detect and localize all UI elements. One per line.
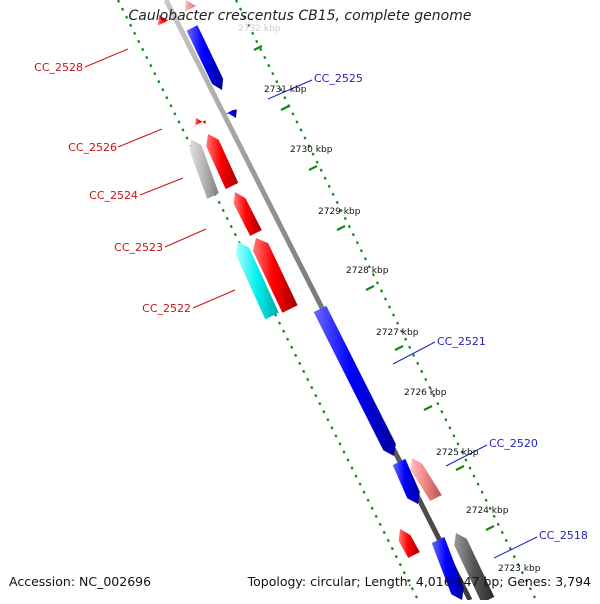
ruler-label: 2723 kbp <box>498 564 541 574</box>
leader-line <box>392 341 436 365</box>
gene-label-cc-2524[interactable]: CC_2524 <box>89 189 138 202</box>
ruler-tick <box>253 45 263 51</box>
accession-text: Accession: NC_002696 <box>9 574 152 589</box>
ruler-tick <box>394 345 404 351</box>
gene-label-cc-2528[interactable]: CC_2528 <box>34 61 83 74</box>
map-title: Caulobacter crescentus CB15, complete ge… <box>128 8 472 24</box>
gene-label-cc-2525[interactable]: CC_2525 <box>314 72 363 85</box>
feature-red-lower <box>398 529 420 558</box>
ruler-tick <box>280 105 290 111</box>
genome-backbone <box>163 0 473 602</box>
ruler-ticks <box>253 45 495 531</box>
ruler-label: 2732 kbp <box>238 24 281 34</box>
feature-cc-2522-b <box>235 242 279 320</box>
feature-cc-2524 <box>189 139 219 199</box>
ruler-label: 2727 kbp <box>376 328 419 338</box>
ruler-label: 2730 kbp <box>290 145 333 155</box>
label-leader-lines <box>84 48 538 559</box>
gene-label-cc-2526[interactable]: CC_2526 <box>68 141 117 154</box>
ruler-label: 2729 kbp <box>318 207 361 217</box>
gene-label-cc-2520[interactable]: CC_2520 <box>489 437 538 450</box>
feature-cc-2523 <box>233 192 262 236</box>
gene-label-cc-2518[interactable]: CC_2518 <box>539 529 588 542</box>
ruler-label: 2731 kbp <box>264 85 307 95</box>
feature-top-pink <box>184 0 202 12</box>
feature-cc-2521 <box>313 305 396 456</box>
feature-cc-2519 <box>410 458 442 501</box>
leader-line <box>192 289 236 309</box>
feature-small-red <box>194 118 206 130</box>
gene-label-cc-2522[interactable]: CC_2522 <box>142 302 191 315</box>
ruler-tick <box>365 285 375 291</box>
ruler-label: 2725 kbp <box>436 448 479 458</box>
gene-label-cc-2521[interactable]: CC_2521 <box>437 335 486 348</box>
leader-line <box>84 48 129 68</box>
feature-cc-2517 <box>454 533 495 604</box>
ruler-label: 2726 kbp <box>404 388 447 398</box>
ruler-tick <box>423 405 433 411</box>
feature-cc-2518 <box>431 536 464 600</box>
feature-cc-2526 <box>206 134 239 190</box>
feature-cc-2525 <box>225 109 237 118</box>
feature-cc-2527 <box>186 25 224 90</box>
ruler-tick <box>336 225 346 231</box>
ruler-tick <box>455 465 465 471</box>
gene-label-cc-2523[interactable]: CC_2523 <box>114 241 163 254</box>
ruler-tick <box>308 165 318 171</box>
ruler-label: 2724 kbp <box>466 506 509 516</box>
leader-line <box>267 79 313 100</box>
feature-cc-2522 <box>252 238 298 313</box>
feature-cc-2520 <box>392 458 420 504</box>
gene-features <box>158 0 495 604</box>
ruler-label: 2728 kbp <box>346 266 389 276</box>
genome-summary-text: Topology: circular; Length: 4,016,947 bp… <box>247 574 591 589</box>
leader-line <box>493 536 538 559</box>
ruler-tick <box>485 525 495 531</box>
tick-guide-outer <box>235 0 537 601</box>
leader-line <box>164 228 207 248</box>
leader-line <box>117 128 163 148</box>
leader-line <box>445 444 488 467</box>
leader-line <box>139 177 184 196</box>
feature-cc-2528 <box>158 15 170 26</box>
